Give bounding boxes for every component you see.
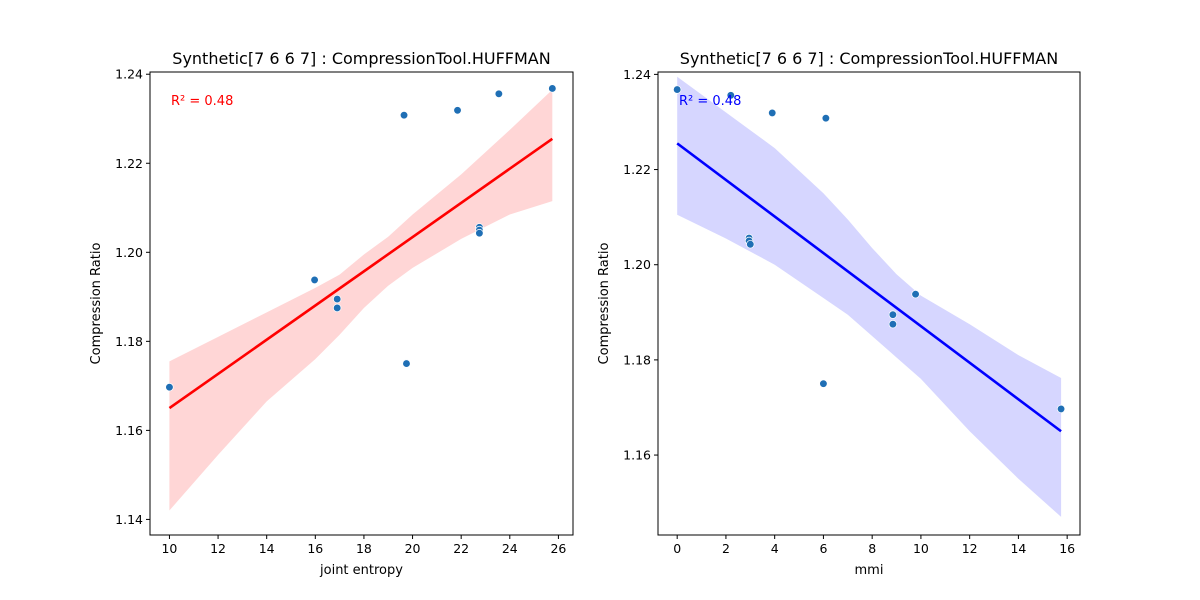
plot-frame: [149, 71, 574, 536]
data-point: [333, 303, 342, 313]
x-tick-label: 22: [453, 541, 469, 556]
chart-panel-1: 10 12 14 16 18 20 22 24 26 1.14 1.16 1.18 1.20 1.22 1.…: [89, 49, 574, 578]
y-tick-label: 1.24: [623, 67, 651, 82]
x-tick-label: 12: [210, 541, 226, 556]
y-tick-label: 1.18: [115, 334, 143, 349]
y-tick-label: 1.16: [623, 448, 651, 463]
data-point: [768, 108, 777, 118]
data-point: [726, 91, 735, 100]
x-tick-label: 24: [502, 541, 518, 556]
x-tick-label: 20: [405, 541, 421, 556]
y-tick-label: 1.24: [115, 67, 143, 82]
x-tick-label: 14: [259, 541, 275, 556]
confidence-band: [169, 89, 553, 511]
x-tick-label: 4: [771, 541, 779, 556]
data-point: [888, 310, 898, 319]
data-point: [402, 359, 411, 368]
x-tick-label: 10: [161, 541, 177, 556]
chart-title: Synthetic[7 6 6 7] : CompressionTool.HUF…: [172, 49, 550, 68]
data-point: [821, 114, 831, 123]
x-tick-label: 2: [722, 541, 730, 556]
x-axis-label: joint entropy: [319, 563, 403, 578]
x-tick-label: 26: [550, 541, 566, 556]
data-point: [494, 89, 504, 98]
x-tick-label: 16: [307, 541, 323, 556]
y-tick-label: 1.18: [623, 352, 651, 367]
regression-line: [168, 137, 554, 410]
y-axis-label: Compression Ratio: [597, 243, 612, 365]
data-point: [453, 106, 462, 115]
y-tick-label: 1.14: [115, 512, 143, 527]
y-axis-label: Compression Ratio: [89, 243, 104, 365]
y-tick-label: 1.20: [115, 245, 143, 260]
plot-frame: [657, 71, 1081, 536]
y-tick-label: 1.20: [623, 257, 651, 272]
x-tick-label: 8: [868, 541, 876, 556]
x-tick-label: 10: [913, 541, 929, 556]
data-point: [911, 290, 920, 299]
data-point: [310, 275, 319, 285]
data-point: [165, 383, 174, 392]
y-tick-label: 1.16: [115, 423, 143, 438]
y-tick-label: 1.22: [115, 156, 143, 171]
data-point: [746, 240, 755, 249]
x-tick-label: 0: [673, 541, 681, 556]
data-point: [819, 379, 828, 388]
r-squared-annotation: R² = 0.48: [679, 94, 741, 109]
r-squared-annotation: R² = 0.48: [171, 94, 233, 109]
regression-line: [676, 142, 1062, 433]
data-point: [333, 294, 342, 304]
data-point: [399, 111, 409, 120]
x-tick-label: 16: [1059, 541, 1075, 556]
confidence-band: [677, 76, 1062, 517]
x-tick-label: 14: [1010, 541, 1026, 556]
chart-title: Synthetic[7 6 6 7] : CompressionTool.HUF…: [680, 49, 1058, 68]
chart-panel-2: 0 2 4 6 8 10 12 14 16 1.16 1.18 1.20 1.22 1.24 Synthet…: [597, 49, 1081, 578]
data-point: [548, 84, 557, 93]
x-tick-label: 12: [962, 541, 978, 556]
data-point: [475, 229, 484, 238]
x-axis-label: mmi: [855, 563, 884, 578]
x-tick-label: 18: [356, 541, 372, 556]
data-point: [888, 320, 898, 329]
data-point: [673, 85, 682, 94]
data-point: [1056, 404, 1066, 414]
x-tick-label: 6: [819, 541, 827, 556]
y-tick-label: 1.22: [623, 162, 651, 177]
